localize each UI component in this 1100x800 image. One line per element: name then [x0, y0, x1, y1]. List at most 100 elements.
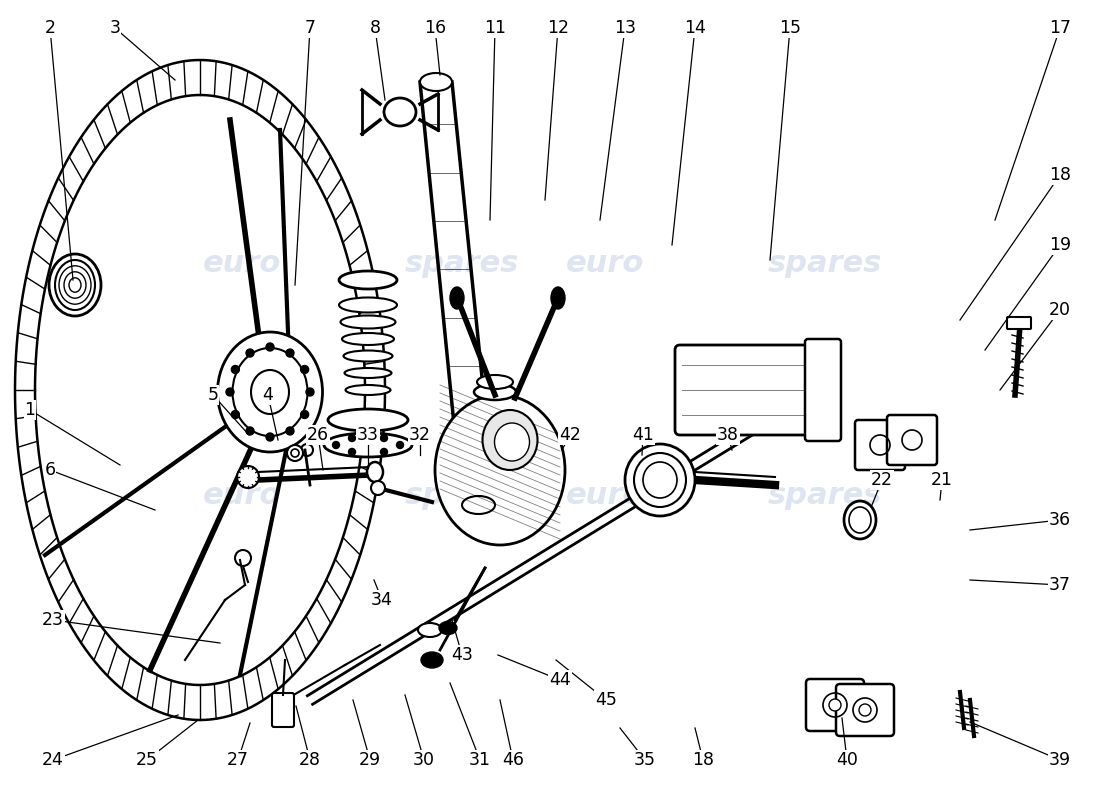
- Text: 26: 26: [307, 426, 329, 444]
- Ellipse shape: [434, 395, 565, 545]
- Circle shape: [286, 349, 294, 357]
- Text: 45: 45: [595, 691, 617, 709]
- Text: 13: 13: [614, 19, 636, 37]
- Ellipse shape: [625, 444, 695, 516]
- Circle shape: [246, 349, 254, 357]
- FancyBboxPatch shape: [1006, 317, 1031, 329]
- Circle shape: [266, 433, 274, 441]
- Text: 6: 6: [44, 461, 56, 479]
- Circle shape: [292, 449, 299, 457]
- Text: 36: 36: [1049, 511, 1071, 529]
- Circle shape: [287, 445, 303, 461]
- Text: 21: 21: [931, 471, 953, 489]
- Circle shape: [859, 704, 871, 716]
- Text: 32: 32: [409, 426, 431, 444]
- Circle shape: [246, 427, 254, 435]
- Text: 23: 23: [42, 611, 64, 629]
- Ellipse shape: [55, 260, 95, 310]
- Text: 28: 28: [299, 751, 321, 769]
- Ellipse shape: [384, 98, 416, 126]
- Circle shape: [266, 343, 274, 351]
- Ellipse shape: [634, 453, 686, 507]
- Ellipse shape: [849, 507, 871, 533]
- Circle shape: [381, 449, 387, 455]
- Ellipse shape: [418, 623, 442, 637]
- Ellipse shape: [844, 501, 876, 539]
- Text: spares: spares: [768, 250, 882, 278]
- FancyBboxPatch shape: [675, 345, 815, 435]
- Ellipse shape: [345, 385, 390, 395]
- Text: 31: 31: [469, 751, 491, 769]
- Text: 8: 8: [370, 19, 381, 37]
- FancyBboxPatch shape: [805, 339, 842, 441]
- Text: 1: 1: [24, 401, 35, 419]
- Circle shape: [300, 410, 309, 418]
- Text: 12: 12: [547, 19, 569, 37]
- FancyBboxPatch shape: [887, 415, 937, 465]
- Ellipse shape: [462, 496, 495, 514]
- Text: spares: spares: [405, 482, 519, 510]
- Text: 18: 18: [1049, 166, 1071, 184]
- Text: euro: euro: [202, 482, 282, 510]
- Text: 5: 5: [208, 386, 219, 404]
- Text: 35: 35: [634, 751, 656, 769]
- FancyBboxPatch shape: [836, 684, 894, 736]
- Ellipse shape: [232, 348, 308, 436]
- Ellipse shape: [272, 404, 294, 416]
- Ellipse shape: [551, 287, 565, 309]
- Text: 17: 17: [1049, 19, 1071, 37]
- Text: euro: euro: [565, 482, 645, 510]
- Text: 39: 39: [1049, 751, 1071, 769]
- Text: 46: 46: [502, 751, 524, 769]
- Text: spares: spares: [768, 482, 882, 510]
- Ellipse shape: [339, 271, 397, 289]
- Text: 41: 41: [632, 426, 653, 444]
- Circle shape: [231, 410, 240, 418]
- Text: 3: 3: [110, 19, 121, 37]
- Circle shape: [306, 388, 313, 396]
- Circle shape: [231, 366, 240, 374]
- Text: 2: 2: [44, 19, 55, 37]
- Ellipse shape: [367, 462, 383, 482]
- FancyBboxPatch shape: [855, 420, 905, 470]
- Text: 4: 4: [263, 386, 274, 404]
- Text: 33: 33: [358, 426, 379, 444]
- Circle shape: [286, 427, 294, 435]
- Ellipse shape: [483, 410, 538, 470]
- FancyBboxPatch shape: [806, 679, 864, 731]
- Text: 40: 40: [836, 751, 858, 769]
- FancyBboxPatch shape: [272, 693, 294, 727]
- Text: 19: 19: [1049, 236, 1071, 254]
- Text: 11: 11: [484, 19, 506, 37]
- Text: 30: 30: [412, 751, 434, 769]
- Text: 37: 37: [1049, 576, 1071, 594]
- Text: 20: 20: [1049, 301, 1071, 319]
- Text: 34: 34: [371, 591, 393, 609]
- Circle shape: [226, 388, 234, 396]
- Ellipse shape: [251, 370, 289, 414]
- Text: 38: 38: [717, 426, 739, 444]
- Ellipse shape: [342, 333, 394, 345]
- Ellipse shape: [236, 466, 258, 488]
- Circle shape: [829, 699, 842, 711]
- Ellipse shape: [644, 462, 676, 498]
- Ellipse shape: [341, 315, 396, 329]
- Text: 7: 7: [305, 19, 316, 37]
- Ellipse shape: [344, 368, 392, 378]
- Text: euro: euro: [202, 250, 282, 278]
- Ellipse shape: [474, 384, 516, 400]
- Ellipse shape: [343, 350, 393, 362]
- Ellipse shape: [495, 423, 529, 461]
- Ellipse shape: [328, 409, 408, 431]
- Ellipse shape: [421, 652, 443, 668]
- Ellipse shape: [50, 254, 101, 316]
- Text: 44: 44: [549, 671, 571, 689]
- Circle shape: [349, 434, 355, 442]
- Text: 29: 29: [359, 751, 381, 769]
- Text: 42: 42: [559, 426, 581, 444]
- Text: 22: 22: [871, 471, 893, 489]
- Text: 27: 27: [227, 751, 249, 769]
- Text: 15: 15: [779, 19, 801, 37]
- Text: 24: 24: [42, 751, 64, 769]
- Circle shape: [396, 442, 404, 449]
